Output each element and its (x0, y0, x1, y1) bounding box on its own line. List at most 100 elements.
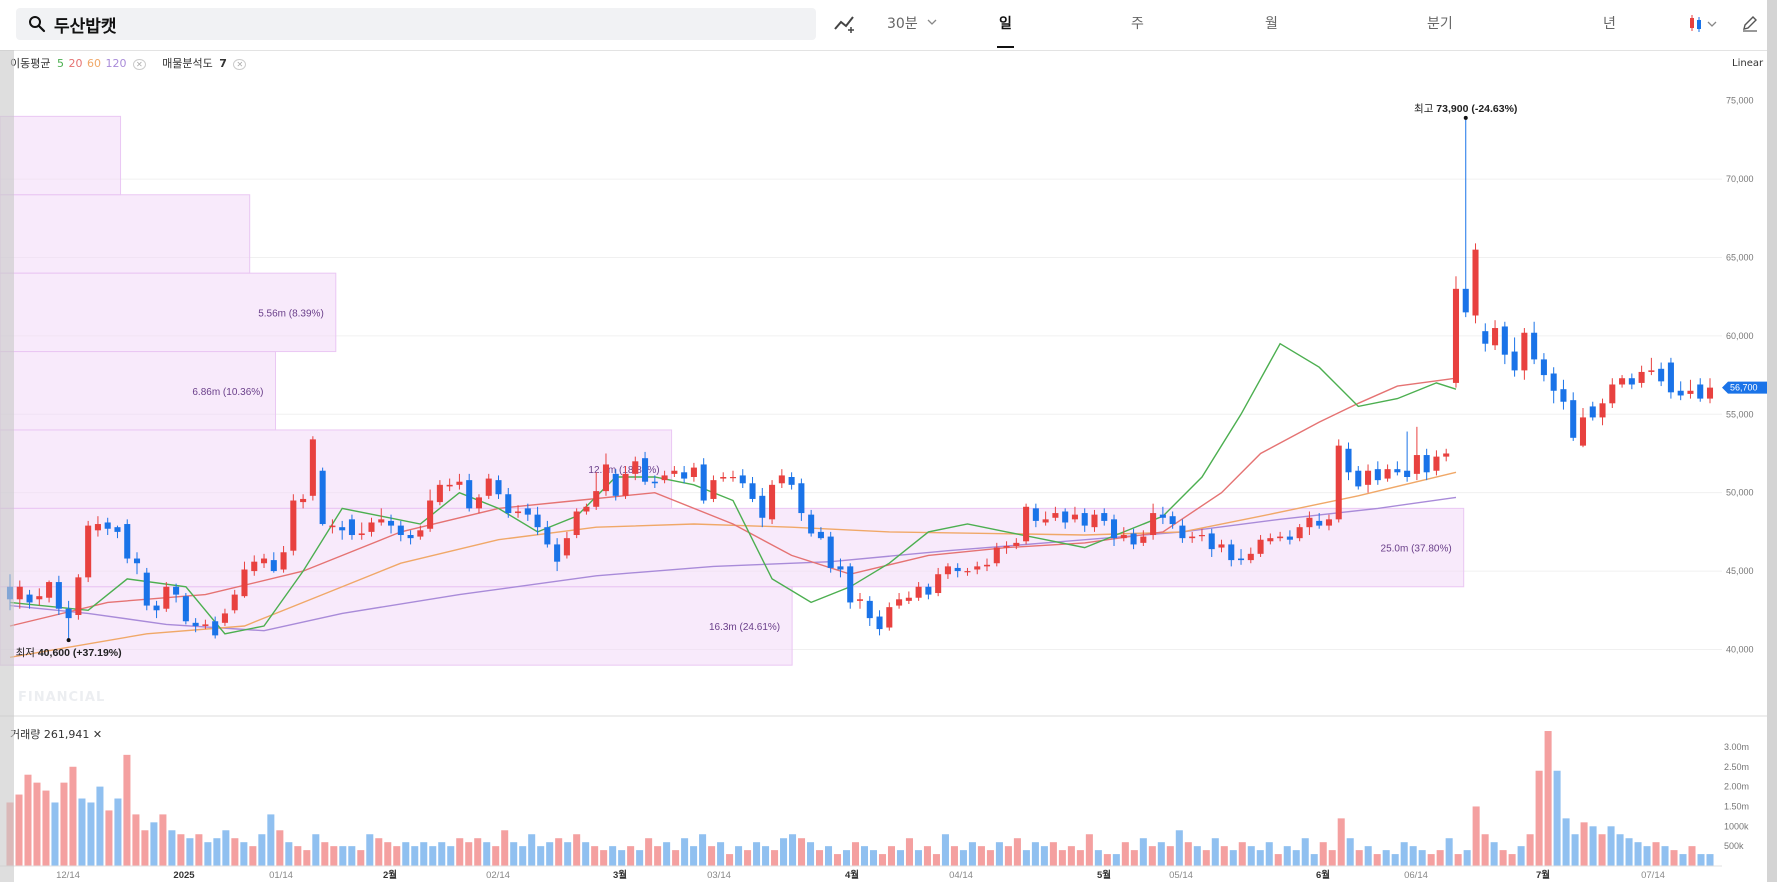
volume-bar (1346, 838, 1354, 866)
tab-month[interactable]: 월 (1265, 16, 1278, 32)
candle-body (1325, 519, 1332, 526)
price-chart[interactable]: 5.56m (8.39%) 6.86m (10.36%) 12.5m (18.83%… (0, 50, 1767, 882)
candle (1511, 337, 1518, 377)
edit-pencil-icon[interactable] (1741, 14, 1759, 32)
interval-select[interactable]: 30분 (887, 16, 918, 32)
price-tick-label: 45,000 (1726, 566, 1754, 576)
candle (729, 470, 737, 482)
volume-bar (1310, 854, 1318, 866)
candle-body (1150, 513, 1157, 536)
tab-year[interactable]: 년 (1603, 16, 1616, 32)
ma5-line (9, 342, 1457, 635)
drawing-tool-icon[interactable] (833, 13, 857, 33)
candle-body (534, 514, 541, 528)
candle-body (1619, 378, 1626, 385)
candle-body (1277, 536, 1284, 539)
candle (1589, 401, 1596, 421)
candle (260, 553, 268, 568)
volume-bar (240, 842, 248, 866)
volume-bar (995, 842, 1003, 866)
volume-bar (393, 846, 401, 866)
volume-bar (1454, 854, 1462, 866)
candle (817, 527, 824, 540)
candle-body (1511, 351, 1518, 371)
volume-bar (681, 838, 689, 866)
candle (642, 451, 649, 485)
candle-body (554, 544, 561, 562)
volume-bar (1463, 850, 1471, 866)
profile-bar (0, 115, 122, 196)
volume-bar (456, 838, 464, 866)
volume-bar (78, 798, 86, 866)
candle-body (1101, 513, 1108, 521)
volume-bar (294, 846, 302, 866)
volume-bar (69, 766, 77, 866)
volume-bar (1409, 846, 1417, 866)
volume-bar (1139, 838, 1147, 866)
candle-body (1228, 544, 1235, 561)
volume-bar (51, 802, 59, 866)
candle-body (632, 461, 639, 474)
volume-bar (1652, 842, 1660, 866)
candle-body (251, 561, 258, 572)
volume-bar (1031, 842, 1039, 866)
volume-bar (1301, 838, 1309, 866)
candle-body (778, 475, 785, 484)
x-tick-label: 5월 (1097, 869, 1111, 881)
candle-body (1052, 513, 1059, 518)
candle-body (808, 514, 815, 534)
candle-body (417, 530, 424, 537)
candle (378, 508, 385, 526)
candle-body (1687, 390, 1694, 394)
tab-day[interactable]: 일 (997, 13, 1014, 48)
candle (251, 555, 258, 576)
candle (1413, 426, 1420, 481)
profile-bar (0, 429, 673, 509)
high-annotation: 최고 73,900 (-24.63%) (1414, 103, 1517, 115)
volume-bar (878, 854, 887, 866)
volume-bar (1067, 846, 1075, 866)
candle (417, 525, 424, 540)
volume-bar (699, 834, 707, 866)
stock-search-box[interactable]: 두산밥캣 (16, 8, 816, 40)
candlestick-type-icon[interactable] (1688, 14, 1718, 34)
volume-bar (15, 794, 23, 866)
candle (866, 596, 873, 626)
candle-body (260, 558, 268, 564)
candle (1150, 503, 1157, 540)
candle (1521, 328, 1528, 380)
close-icon[interactable]: ✕ (132, 59, 146, 70)
candle-body (798, 483, 805, 514)
candle-body (593, 491, 600, 507)
candle-body (769, 484, 776, 520)
candle (124, 519, 131, 564)
chevron-down-icon[interactable] (927, 19, 937, 27)
close-icon[interactable]: ✕ (233, 59, 247, 70)
ma60-line (9, 471, 1457, 658)
volume-bar (177, 834, 185, 866)
volume-bar (1688, 846, 1696, 866)
volume-bar (780, 838, 788, 866)
volume-bar (1013, 838, 1021, 866)
volume-bar (1616, 834, 1624, 866)
volume-bar (1553, 770, 1561, 866)
candle (974, 561, 981, 575)
candle-body (143, 572, 150, 606)
ma5-label: 5 (56, 57, 64, 70)
candle (1443, 448, 1450, 462)
tab-quarter[interactable]: 분기 (1427, 16, 1453, 32)
candle (788, 472, 795, 490)
volume-bar (1328, 850, 1336, 866)
volume-bar (24, 774, 32, 866)
volume-bar (1490, 842, 1498, 866)
candle (1228, 539, 1235, 567)
close-icon[interactable]: ✕ (92, 728, 103, 741)
volume-bar (582, 842, 590, 866)
volume-bar (195, 834, 203, 866)
candle (1501, 321, 1508, 365)
candle (905, 591, 912, 605)
candle (1267, 533, 1274, 545)
tab-week[interactable]: 주 (1131, 16, 1144, 32)
volume-bar (321, 842, 329, 866)
candle-body (905, 597, 912, 601)
